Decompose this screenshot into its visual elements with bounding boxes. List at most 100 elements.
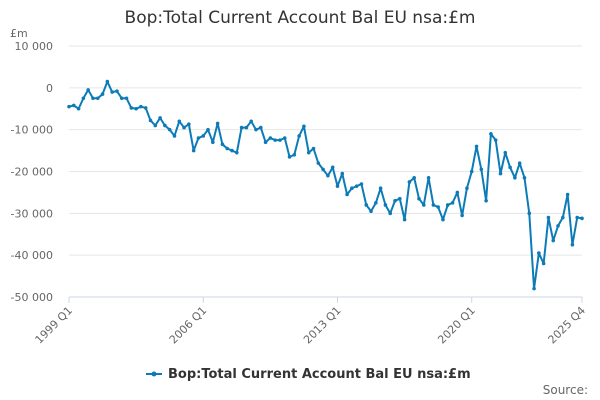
data-point[interactable] xyxy=(340,171,345,176)
data-point[interactable] xyxy=(369,209,373,214)
data-point[interactable] xyxy=(282,136,287,140)
data-point[interactable] xyxy=(551,238,556,243)
data-point[interactable] xyxy=(292,152,297,157)
data-point[interactable] xyxy=(86,88,90,92)
data-point[interactable] xyxy=(244,125,249,130)
data-point[interactable] xyxy=(383,203,388,207)
data-point[interactable] xyxy=(163,123,167,128)
data-point[interactable] xyxy=(311,146,316,151)
data-point[interactable] xyxy=(522,175,527,180)
data-point[interactable] xyxy=(196,136,201,140)
data-point[interactable] xyxy=(532,286,536,291)
data-point[interactable] xyxy=(235,150,239,155)
data-point[interactable] xyxy=(527,211,532,216)
data-point[interactable] xyxy=(455,190,460,195)
data-point[interactable] xyxy=(493,138,498,142)
data-point[interactable] xyxy=(100,92,105,96)
data-point[interactable] xyxy=(465,186,469,191)
data-point[interactable] xyxy=(124,96,129,101)
data-point[interactable] xyxy=(537,251,541,255)
data-point[interactable] xyxy=(110,90,114,94)
data-point[interactable] xyxy=(148,118,153,123)
data-point[interactable] xyxy=(489,132,493,136)
data-point[interactable] xyxy=(388,211,393,216)
data-point[interactable] xyxy=(450,201,455,205)
data-point[interactable] xyxy=(273,138,277,142)
data-point[interactable] xyxy=(407,180,412,184)
data-point[interactable] xyxy=(445,203,450,207)
data-point[interactable] xyxy=(287,155,292,159)
data-point[interactable] xyxy=(230,148,234,153)
data-point[interactable] xyxy=(436,205,440,209)
data-point[interactable] xyxy=(220,142,225,147)
data-point[interactable] xyxy=(330,165,335,170)
data-point[interactable] xyxy=(191,148,196,153)
data-point[interactable] xyxy=(561,215,565,220)
data-point[interactable] xyxy=(143,106,148,110)
data-point[interactable] xyxy=(91,96,95,101)
data-point[interactable] xyxy=(177,119,182,124)
data-point[interactable] xyxy=(306,150,311,155)
data-point[interactable] xyxy=(95,96,100,101)
data-point[interactable] xyxy=(71,103,76,108)
data-point[interactable] xyxy=(484,198,488,203)
data-point[interactable] xyxy=(206,127,210,132)
data-point[interactable] xyxy=(215,121,220,126)
data-point[interactable] xyxy=(378,186,383,191)
data-point[interactable] xyxy=(575,215,580,220)
data-point[interactable] xyxy=(513,175,517,180)
data-point[interactable] xyxy=(546,215,551,220)
data-point[interactable] xyxy=(211,140,215,145)
data-point[interactable] xyxy=(326,173,330,178)
data-point[interactable] xyxy=(393,198,397,203)
data-point[interactable] xyxy=(153,123,158,128)
data-point[interactable] xyxy=(474,144,479,149)
data-point[interactable] xyxy=(67,104,71,109)
data-point[interactable] xyxy=(263,140,268,145)
data-point[interactable] xyxy=(268,136,273,140)
data-point[interactable] xyxy=(398,196,402,201)
data-point[interactable] xyxy=(508,165,512,170)
data-point[interactable] xyxy=(129,106,134,110)
data-point[interactable] xyxy=(335,184,340,188)
data-point[interactable] xyxy=(172,134,177,138)
data-point[interactable] xyxy=(134,106,138,111)
data-point[interactable] xyxy=(412,175,416,180)
data-point[interactable] xyxy=(364,203,369,207)
data-point[interactable] xyxy=(426,175,431,180)
data-point[interactable] xyxy=(201,134,206,138)
data-point[interactable] xyxy=(517,161,522,165)
data-point[interactable] xyxy=(321,167,325,172)
data-point[interactable] xyxy=(258,125,263,130)
data-point[interactable] xyxy=(431,203,436,207)
data-point[interactable] xyxy=(254,127,258,132)
data-point[interactable] xyxy=(469,169,474,174)
data-point[interactable] xyxy=(167,127,172,132)
data-point[interactable] xyxy=(460,213,464,218)
data-point[interactable] xyxy=(105,79,110,84)
data-point[interactable] xyxy=(503,150,508,155)
data-point[interactable] xyxy=(225,146,230,151)
data-point[interactable] xyxy=(350,186,354,191)
data-point[interactable] xyxy=(115,89,119,93)
data-point[interactable] xyxy=(187,122,191,127)
data-point[interactable] xyxy=(417,196,421,201)
data-point[interactable] xyxy=(249,119,253,124)
data-point[interactable] xyxy=(239,125,244,130)
data-point[interactable] xyxy=(354,184,359,188)
data-point[interactable] xyxy=(278,138,282,142)
data-point[interactable] xyxy=(359,182,364,186)
data-point[interactable] xyxy=(374,201,378,205)
data-point[interactable] xyxy=(570,242,575,247)
legend[interactable]: Bop:Total Current Account Bal EU nsa:£m xyxy=(146,367,471,382)
data-point[interactable] xyxy=(441,217,445,222)
data-point[interactable] xyxy=(421,203,426,207)
data-point[interactable] xyxy=(580,216,584,221)
data-point[interactable] xyxy=(302,124,306,129)
data-point[interactable] xyxy=(345,192,349,197)
data-point[interactable] xyxy=(498,171,503,176)
data-point[interactable] xyxy=(158,116,162,120)
data-point[interactable] xyxy=(565,192,570,197)
data-point[interactable] xyxy=(297,134,301,138)
data-point[interactable] xyxy=(541,261,546,266)
